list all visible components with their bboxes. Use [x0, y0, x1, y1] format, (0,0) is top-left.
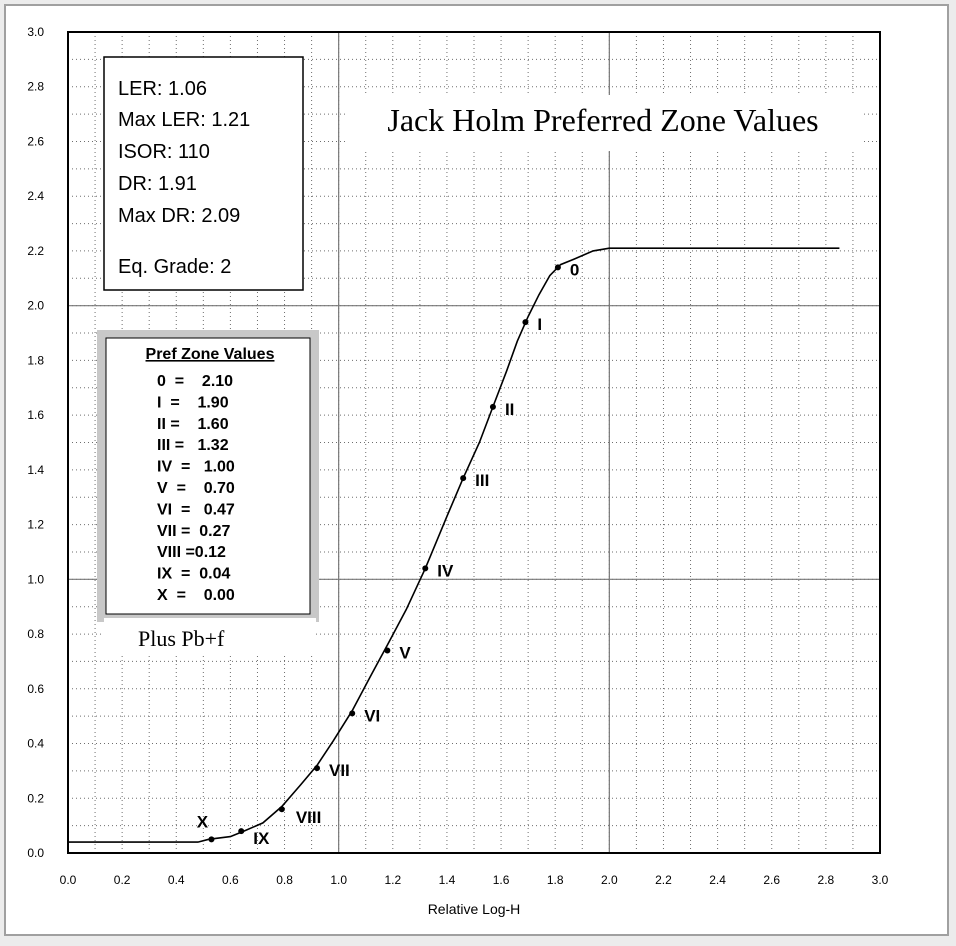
- zone-point-v: [384, 647, 391, 654]
- zone-label-vi: VI: [364, 706, 380, 725]
- y-tick-label: 1.2: [27, 518, 44, 532]
- zone-label-iv: IV: [437, 561, 454, 580]
- y-tick-label: 0.0: [27, 846, 44, 860]
- max-ler-value: Max LER: 1.21: [118, 109, 250, 131]
- y-tick-label: 0.2: [27, 791, 44, 805]
- pref-zone-row: III = 1.32: [157, 437, 229, 454]
- dr-value: DR: 1.91: [118, 173, 197, 195]
- zone-label-i: I: [537, 315, 542, 334]
- x-tick-label: 1.2: [384, 873, 401, 887]
- zone-point-x: [208, 836, 215, 843]
- y-tick-label: 2.8: [27, 80, 44, 94]
- zone-label-x: X: [197, 812, 209, 831]
- x-tick-label: 2.0: [601, 873, 618, 887]
- pref-zone-box: Pref Zone Values 0 = 2.10 I = 1.90 II = 1.…: [97, 330, 319, 622]
- y-tick-label: 2.6: [27, 134, 44, 148]
- x-axis-ticks: 0.0 0.2 0.4 0.6 0.8 1.0 1.2 1.4 1.6 1.8 2.0 2.2 2.4 2…: [60, 873, 889, 887]
- x-tick-label: 0.0: [60, 873, 77, 887]
- zone-point-iv: [422, 565, 429, 572]
- isor-value: ISOR: 110: [118, 141, 210, 163]
- eq-grade-value: Eq. Grade: 2: [118, 256, 231, 278]
- y-tick-label: 0.8: [27, 627, 44, 641]
- x-tick-label: 0.6: [222, 873, 239, 887]
- zone-point-vii: [314, 765, 321, 772]
- title-background: [346, 95, 864, 151]
- x-tick-label: 1.0: [330, 873, 347, 887]
- y-axis-ticks: 0.0 0.2 0.4 0.6 0.8 1.0 1.2 1.4 1.6 1.8 2.0 2.2 2.4 2…: [27, 25, 44, 860]
- pref-zone-row: IX = 0.04: [157, 566, 230, 583]
- pref-zone-row: IV = 1.00: [157, 459, 235, 476]
- x-axis-label: Relative Log-H: [428, 901, 521, 917]
- x-tick-label: 2.4: [709, 873, 726, 887]
- x-tick-label: 0.4: [168, 873, 185, 887]
- x-tick-label: 0.8: [276, 873, 293, 887]
- chart-title: Jack Holm Preferred Zone Values: [387, 102, 818, 138]
- pref-zone-row: V = 0.70: [157, 480, 235, 497]
- x-tick-label: 3.0: [872, 873, 889, 887]
- y-tick-label: 1.8: [27, 353, 44, 367]
- x-tick-label: 1.8: [547, 873, 564, 887]
- x-tick-label: 2.6: [763, 873, 780, 887]
- x-tick-label: 0.2: [114, 873, 131, 887]
- y-tick-label: 1.4: [27, 463, 44, 477]
- y-tick-label: 1.6: [27, 408, 44, 422]
- zone-label-0: 0: [570, 260, 579, 279]
- max-dr-value: Max DR: 2.09: [118, 205, 240, 227]
- note-text: Plus Pb+f: [138, 626, 225, 651]
- y-tick-label: 2.0: [27, 299, 44, 313]
- x-tick-label: 2.2: [655, 873, 672, 887]
- ler-value: LER: 1.06: [118, 78, 207, 100]
- zone-point-ii: [489, 403, 496, 410]
- pref-zone-title: Pref Zone Values: [146, 346, 275, 363]
- pref-zone-row: II = 1.60: [157, 416, 229, 433]
- zone-point-viii: [278, 806, 285, 813]
- zone-point-vi: [349, 710, 356, 717]
- zone-point-0: [554, 264, 561, 271]
- y-tick-label: 3.0: [27, 25, 44, 39]
- y-tick-label: 0.6: [27, 682, 44, 696]
- y-tick-label: 1.0: [27, 572, 44, 586]
- y-tick-label: 2.2: [27, 244, 44, 258]
- zone-label-ix: IX: [253, 829, 270, 848]
- note-background: [104, 618, 316, 656]
- pref-zone-row: VII = 0.27: [157, 523, 230, 540]
- y-tick-label: 2.4: [27, 189, 44, 203]
- zone-label-ii: II: [505, 400, 514, 419]
- zone-point-ix: [238, 828, 245, 835]
- plot-border: [67, 31, 881, 854]
- pref-zone-row: X = 0.00: [157, 587, 235, 604]
- zone-point-i: [522, 319, 529, 326]
- stats-box: LER: 1.06 Max LER: 1.21 ISOR: 110 DR: 1.…: [103, 56, 304, 291]
- x-tick-label: 2.8: [818, 873, 835, 887]
- zone-label-v: V: [399, 643, 411, 662]
- zone-label-viii: VIII: [296, 808, 322, 827]
- y-tick-label: 0.4: [27, 737, 44, 751]
- pref-zone-row: VI = 0.47: [157, 501, 235, 518]
- zone-label-iii: III: [475, 471, 489, 490]
- zone-label-vii: VII: [329, 761, 350, 780]
- x-tick-label: 1.6: [493, 873, 510, 887]
- pref-zone-row: 0 = 2.10: [157, 373, 233, 390]
- pref-zone-row: VIII =0.12: [157, 544, 226, 561]
- zone-point-iii: [460, 475, 467, 482]
- x-tick-label: 1.4: [439, 873, 456, 887]
- pref-zone-row: I = 1.90: [157, 394, 229, 411]
- major-grid: [68, 32, 880, 853]
